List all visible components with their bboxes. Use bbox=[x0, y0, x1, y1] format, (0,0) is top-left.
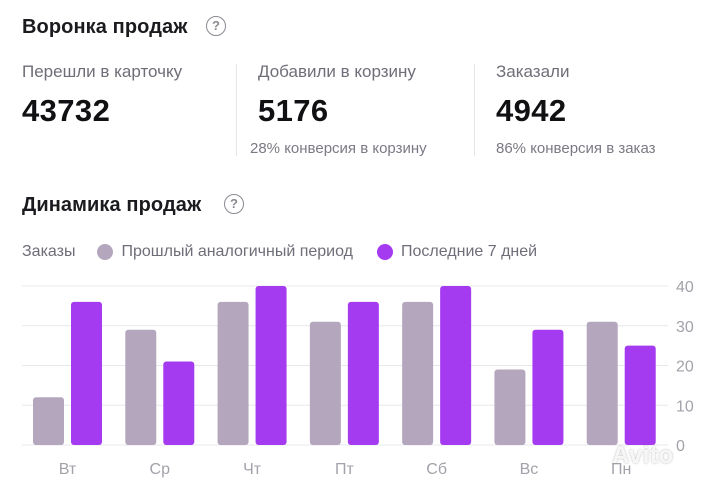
legend-item-previous[interactable]: Прошлый аналогичный период bbox=[97, 243, 353, 261]
avito-watermark: Avito bbox=[612, 442, 674, 469]
metric-card-cart: Добавили в корзину 5176 28% конверсия в … bbox=[250, 62, 427, 157]
dynamics-title: Динамика продаж bbox=[22, 194, 202, 216]
bar-previous bbox=[217, 301, 249, 445]
bar-current bbox=[163, 361, 195, 445]
metric-divider bbox=[236, 64, 237, 156]
legend-label-current: Последние 7 дней bbox=[400, 243, 538, 260]
y-tick-label: 40 bbox=[676, 279, 694, 296]
bar-previous bbox=[586, 321, 618, 445]
bar-previous bbox=[33, 397, 64, 445]
legend-label-previous: Прошлый аналогичный период bbox=[121, 243, 353, 260]
metric-label: Заказали bbox=[496, 62, 570, 81]
legend-dot-current bbox=[376, 244, 393, 260]
legend-title: Заказы bbox=[22, 243, 76, 260]
x-tick-label: Пн bbox=[611, 461, 631, 478]
bar-previous bbox=[402, 301, 434, 445]
bar-previous bbox=[125, 329, 157, 445]
bar-current bbox=[255, 286, 287, 445]
bar-current bbox=[71, 301, 102, 445]
bar-current bbox=[347, 301, 379, 445]
funnel-help-icon[interactable]: ? bbox=[206, 16, 226, 36]
bar-current bbox=[532, 329, 564, 445]
y-tick-label: 0 bbox=[676, 438, 685, 455]
bar-previous bbox=[309, 321, 341, 445]
bar-current bbox=[624, 345, 656, 445]
metric-value: 43732 bbox=[22, 93, 111, 128]
y-tick-label: 10 bbox=[676, 398, 694, 415]
x-tick-label: Пт bbox=[335, 461, 355, 478]
metric-card-orders: Заказали 4942 86% конверсия в заказ bbox=[496, 62, 656, 157]
bar-current bbox=[440, 286, 472, 445]
y-tick-label: 20 bbox=[676, 359, 694, 376]
funnel-title: Воронка продаж bbox=[22, 16, 188, 38]
x-tick-label: Ср bbox=[150, 461, 171, 478]
metric-conversion: 86% конверсия в заказ bbox=[496, 140, 656, 157]
metric-card-views: Перешли в карточку 43732 bbox=[22, 62, 182, 129]
sales-bar-chart: 0 10 20 30 40 Вт Ср Чт Пт Сб Вс Пн bbox=[22, 279, 694, 478]
metric-divider bbox=[474, 64, 475, 156]
x-tick-label: Чт bbox=[243, 461, 262, 478]
bar-previous bbox=[494, 369, 526, 445]
x-tick-label: Вт bbox=[59, 461, 77, 478]
metric-value: 4942 bbox=[496, 93, 567, 128]
metric-label: Добавили в корзину bbox=[258, 62, 416, 81]
chart-legend: Заказы Прошлый аналогичный период Послед… bbox=[22, 240, 561, 264]
metric-value: 5176 bbox=[258, 93, 329, 128]
legend-dot-previous bbox=[97, 244, 114, 260]
metric-conversion: 28% конверсия в корзину bbox=[250, 140, 427, 157]
metric-label: Перешли в карточку bbox=[22, 62, 183, 81]
y-tick-label: 30 bbox=[676, 319, 694, 336]
dynamics-help-icon[interactable]: ? bbox=[224, 194, 244, 214]
x-tick-label: Вс bbox=[520, 461, 539, 478]
legend-item-current[interactable]: Последние 7 дней bbox=[376, 243, 538, 261]
x-tick-label: Сб bbox=[426, 461, 447, 478]
